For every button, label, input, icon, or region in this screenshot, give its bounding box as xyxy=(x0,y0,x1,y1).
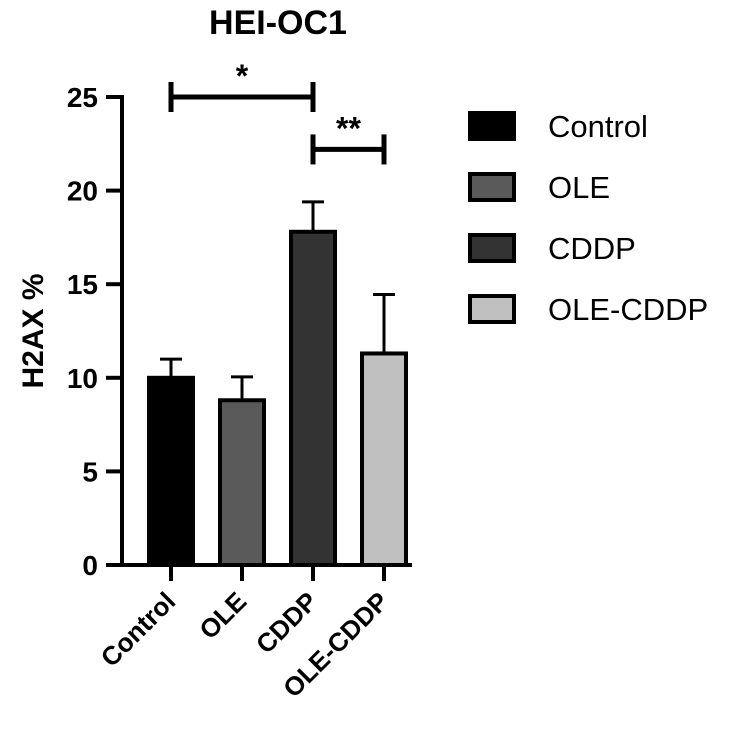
bar-cddp xyxy=(289,229,337,567)
bar-control xyxy=(147,375,195,567)
y-axis: 0 5 10 15 20 25 xyxy=(67,82,124,581)
legend-swatch-0 xyxy=(468,111,516,141)
y-tick-label-5: 25 xyxy=(67,82,98,113)
chart-title: HEI-OC1 xyxy=(209,4,347,42)
y-tick-label-2: 10 xyxy=(67,363,98,394)
y-tick-label-0: 0 xyxy=(82,550,98,581)
legend-label-1: OLE xyxy=(548,170,610,205)
bars-group xyxy=(147,200,408,567)
sig-label-1: ** xyxy=(336,110,361,146)
legend: Control OLE CDDP OLE-CDDP xyxy=(468,109,708,327)
y-tick-label-4: 20 xyxy=(67,176,98,207)
significance-group: *** xyxy=(168,58,387,165)
x-tick-label-1: OLE xyxy=(193,586,252,645)
legend-swatch-1 xyxy=(468,172,516,202)
bar-ole-cddp xyxy=(360,351,408,567)
legend-swatch-2 xyxy=(468,233,516,263)
legend-label-0: Control xyxy=(548,109,648,144)
y-tick-label-1: 5 xyxy=(82,456,98,487)
x-tick-label-0: Control xyxy=(95,586,182,673)
bar-ole xyxy=(218,398,266,567)
legend-label-3: OLE-CDDP xyxy=(548,292,708,327)
y-tick-label-3: 15 xyxy=(67,269,98,300)
legend-label-2: CDDP xyxy=(548,231,636,266)
sig-label-0: * xyxy=(236,58,249,94)
y-axis-label: H2AX % xyxy=(17,273,50,388)
legend-swatch-3 xyxy=(468,294,516,324)
